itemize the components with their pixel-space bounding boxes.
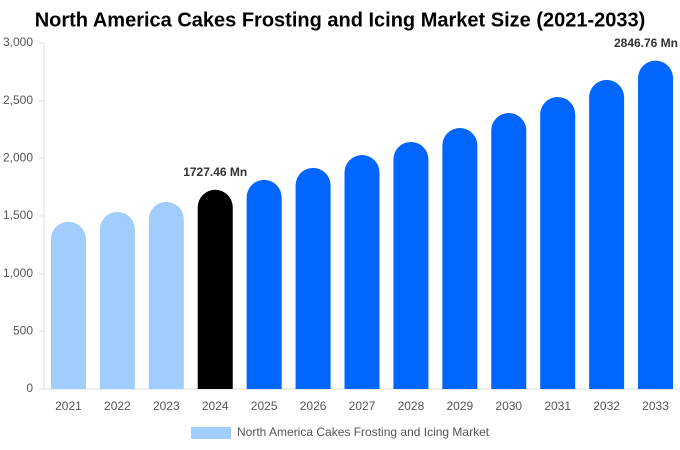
bar xyxy=(246,179,282,389)
x-tick-label: 2027 xyxy=(349,399,376,413)
y-tick-label: 500 xyxy=(13,324,33,338)
bar xyxy=(540,96,576,389)
bar xyxy=(589,79,625,389)
legend-label: North America Cakes Frosting and Icing M… xyxy=(237,425,490,439)
x-tick-label: 2021 xyxy=(55,399,82,413)
x-tick-label: 2023 xyxy=(153,399,180,413)
bar xyxy=(393,141,429,389)
bar xyxy=(99,211,135,389)
x-tick-label: 2029 xyxy=(446,399,473,413)
bar xyxy=(295,167,331,389)
x-tick-label: 2024 xyxy=(202,399,229,413)
bar xyxy=(50,221,86,389)
y-tick-label: 2,500 xyxy=(3,93,33,107)
x-tick-label: 2030 xyxy=(495,399,522,413)
y-tick-label: 0 xyxy=(26,381,33,395)
y-tick-label: 1,500 xyxy=(3,208,33,222)
bar xyxy=(197,189,233,389)
x-tick-label: 2022 xyxy=(104,399,131,413)
x-tick-label: 2026 xyxy=(300,399,327,413)
legend-swatch xyxy=(191,427,231,439)
x-tick-label: 2025 xyxy=(251,399,278,413)
x-tick-label: 2028 xyxy=(398,399,425,413)
chart-title: North America Cakes Frosting and Icing M… xyxy=(35,9,646,31)
x-tick-label: 2032 xyxy=(593,399,620,413)
x-tick-label: 2031 xyxy=(544,399,571,413)
bar xyxy=(638,60,674,390)
y-tick-label: 3,000 xyxy=(3,35,33,49)
bar xyxy=(148,201,184,389)
y-tick-label: 2,000 xyxy=(3,151,33,165)
x-tick-label: 2033 xyxy=(642,399,669,413)
bar xyxy=(491,113,527,390)
value-label: 2846.76 Mn xyxy=(614,36,678,50)
bar xyxy=(442,128,478,389)
bar xyxy=(344,154,380,389)
value-label: 1727.46 Mn xyxy=(183,165,247,179)
y-tick-label: 1,000 xyxy=(3,266,33,280)
